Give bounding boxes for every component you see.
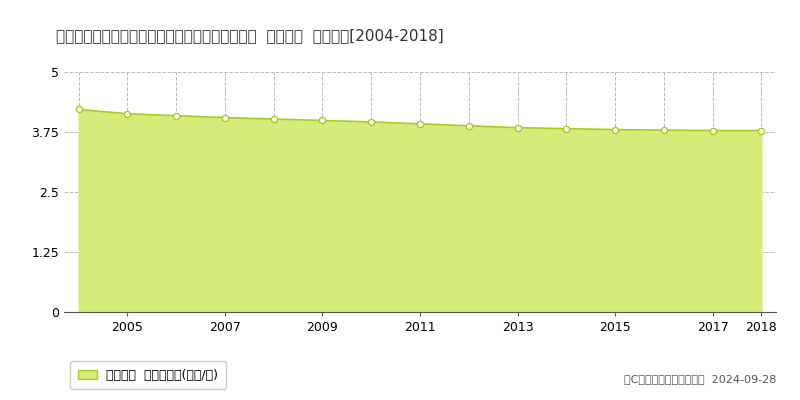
Text: 茨城県那珂郡東海村大字豊岡字西の妻４６０番２  基準地価  地価推移[2004-2018]: 茨城県那珂郡東海村大字豊岡字西の妻４６０番２ 基準地価 地価推移[2004-20… [56,28,444,43]
Point [706,127,719,134]
Point [72,106,85,113]
Point [121,110,134,117]
Point [218,114,231,121]
Legend: 基準地価  平均坪単価(万円/坪): 基準地価 平均坪単価(万円/坪) [70,362,226,390]
Point [414,121,426,127]
Point [511,124,524,131]
Point [365,119,378,125]
Point [755,127,768,134]
Text: （C）土地価格ドットコム  2024-09-28: （C）土地価格ドットコム 2024-09-28 [624,374,776,384]
Point [316,117,329,124]
Point [658,127,670,133]
Point [560,126,573,132]
Point [170,112,182,119]
Point [609,126,622,133]
Point [267,116,280,122]
Point [462,122,475,129]
